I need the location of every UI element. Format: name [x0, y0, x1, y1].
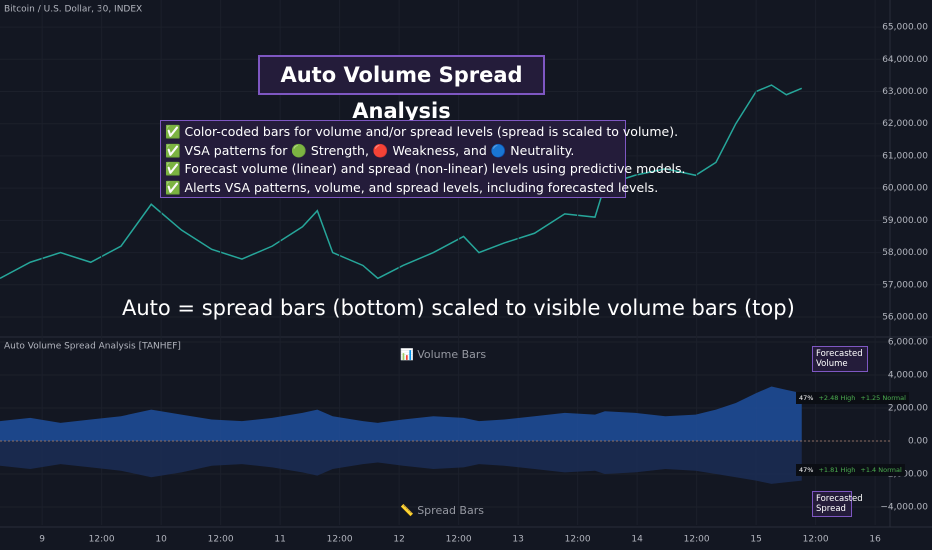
feature-line: ✅ Alerts VSA patterns, volume, and sprea…: [165, 179, 659, 195]
forecast-spread: Forecasted Spread: [812, 491, 863, 517]
y-tick-label: 56,000.00: [882, 313, 928, 323]
forecast-value: +1.4 Normal: [860, 466, 902, 474]
volume-label: 📊 Volume Bars: [400, 348, 487, 361]
feature-line: ✅ VSA patterns for 🟢 Strength, 🔴 Weaknes…: [165, 142, 575, 158]
x-tick-label: 12:00: [565, 535, 591, 545]
feature-box: ✅ Color-coded bars for volume and/or spr…: [160, 120, 686, 198]
y-tick-label: 64,000.00: [882, 55, 928, 65]
feature-line: ✅ Forecast volume (linear) and spread (n…: [165, 161, 686, 176]
x-tick-label: 12:00: [89, 535, 115, 545]
y-tick-label: 65,000.00: [882, 23, 928, 33]
forecast-value: 47%: [799, 466, 814, 474]
y-tick-label: 4,000.00: [888, 370, 928, 380]
x-tick-label: 10: [155, 535, 167, 545]
y-tick-label: 63,000.00: [882, 87, 928, 97]
x-tick-label: 12: [393, 535, 404, 545]
forecast-value: +1.25 Normal: [860, 394, 906, 402]
forecast-row: 47% +2.48 High +1.25 Normal: [796, 392, 909, 404]
x-tick-label: 16: [869, 535, 881, 545]
x-tick-label: 12:00: [684, 535, 710, 545]
x-tick-label: 12:00: [803, 535, 829, 545]
x-tick-label: 15: [750, 535, 761, 545]
y-tick-label: 0.00: [908, 436, 928, 446]
y-tick-label: −4,000.00: [880, 503, 928, 513]
x-tick-label: 9: [39, 535, 45, 545]
forecast-row: 47% +1.81 High +1.4 Normal: [796, 464, 905, 476]
forecast-value: +1.81 High: [818, 466, 856, 474]
spread-label: 📏 Spread Bars: [400, 504, 484, 517]
feature-line: ✅ Color-coded bars for volume and/or spr…: [165, 124, 679, 139]
x-tick-label: 14: [631, 535, 643, 545]
y-tick-label: 59,000.00: [882, 216, 928, 226]
x-tick-label: 12:00: [446, 535, 472, 545]
y-tick-label: 6,000.00: [888, 337, 928, 347]
band-area: [0, 440, 802, 484]
y-tick-label: 60,000.00: [882, 184, 928, 194]
forecast-value: 47%: [799, 394, 814, 402]
x-tick-label: 13: [512, 535, 523, 545]
y-tick-label: 58,000.00: [882, 248, 928, 258]
pane-title: Auto Volume Spread Analysis [TANHEF]: [4, 342, 181, 352]
y-tick-label: 61,000.00: [882, 151, 928, 161]
auto-note: Auto = spread bars (bottom) scaled to vi…: [122, 296, 795, 320]
y-tick-label: 62,000.00: [882, 119, 928, 129]
forecast-volume: Forecasted Volume: [812, 346, 868, 372]
headline: Auto Volume Spread Analysis: [258, 55, 545, 123]
price-axis-bg: [890, 0, 932, 550]
x-tick-label: 12:00: [327, 535, 353, 545]
y-tick-label: 57,000.00: [882, 280, 928, 290]
y-tick-label: 2,000.00: [888, 403, 928, 413]
forecast-value: +2.48 High: [818, 394, 856, 402]
pane-title: Bitcoin / U.S. Dollar, 30, INDEX: [4, 5, 142, 15]
band-area: [0, 386, 802, 441]
x-tick-label: 12:00: [208, 535, 234, 545]
x-tick-label: 11: [274, 535, 285, 545]
